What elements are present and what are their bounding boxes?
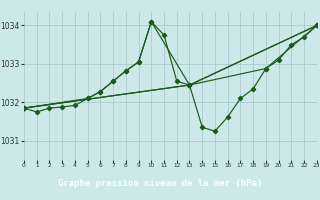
Text: Graphe pression niveau de la mer (hPa): Graphe pression niveau de la mer (hPa) [58,179,262,188]
